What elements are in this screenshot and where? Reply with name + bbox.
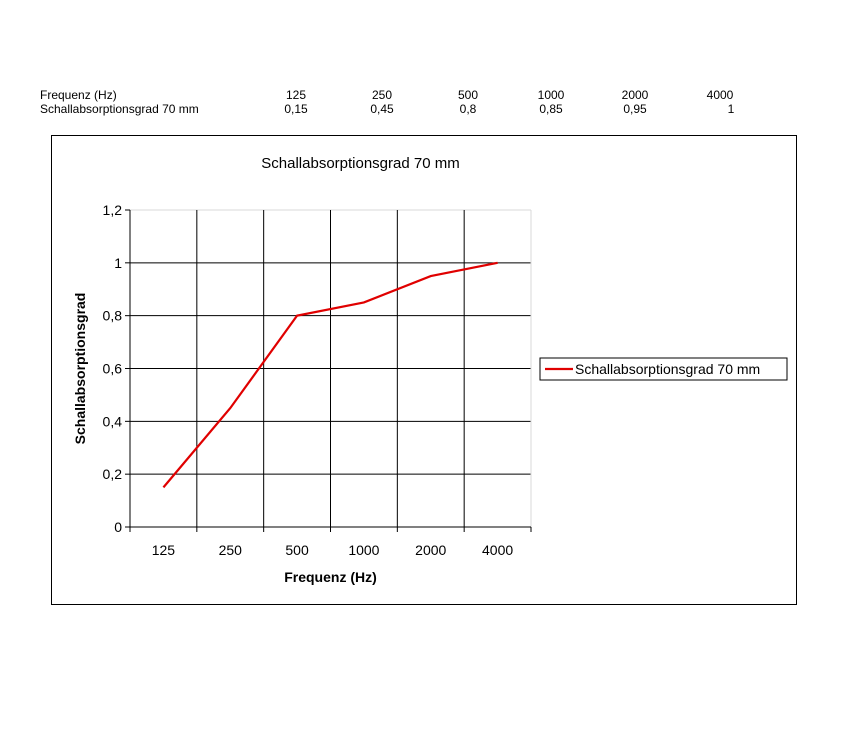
table-freq-2000: 2000 (621, 88, 649, 102)
y-tick-label: 0,2 (103, 466, 123, 482)
x-tick-label: 500 (285, 542, 309, 558)
x-tick-label: 250 (219, 542, 243, 558)
table-val-250: 0,45 (370, 102, 394, 116)
table-val-1000: 0,85 (539, 102, 563, 116)
x-tick-label: 4000 (482, 542, 513, 558)
series-line (162, 261, 498, 489)
chart-title: Schallabsorptionsgrad 70 mm (261, 155, 459, 172)
y-tick-label: 1 (114, 255, 122, 271)
table-freq-250: 250 (371, 88, 393, 102)
x-tick-label: 2000 (415, 542, 446, 558)
table-val-4000: 1 (727, 102, 735, 116)
x-axis-label: Frequenz (Hz) (284, 569, 377, 585)
x-tick-label: 125 (152, 542, 176, 558)
table-freq-1000: 1000 (537, 88, 565, 102)
table-freq-4000: 4000 (706, 88, 734, 102)
table-val-2000: 0,95 (623, 102, 647, 116)
y-tick-label: 0,4 (103, 413, 123, 429)
y-tick-label: 1,2 (103, 202, 123, 218)
table-row1-label: Frequenz (Hz) (40, 88, 117, 102)
data-table: Frequenz (Hz) Schallabsorptionsgrad 70 m… (0, 0, 851, 130)
legend-box (539, 357, 788, 381)
y-axis-label: Schallabsorptionsgrad (72, 293, 88, 445)
table-val-500: 0,8 (459, 102, 477, 116)
table-val-125: 0,15 (284, 102, 308, 116)
y-tick-label: 0,8 (103, 308, 123, 324)
table-row2-label: Schallabsorptionsgrad 70 mm (40, 102, 199, 116)
table-freq-125: 125 (285, 88, 307, 102)
y-tick-label: 0 (114, 519, 122, 535)
y-tick-label: 0,6 (103, 361, 123, 377)
chart-frame (51, 135, 797, 605)
legend-label: Schallabsorptionsgrad 70 mm (575, 361, 760, 377)
table-freq-500: 500 (457, 88, 479, 102)
x-tick-label: 1000 (348, 542, 379, 558)
